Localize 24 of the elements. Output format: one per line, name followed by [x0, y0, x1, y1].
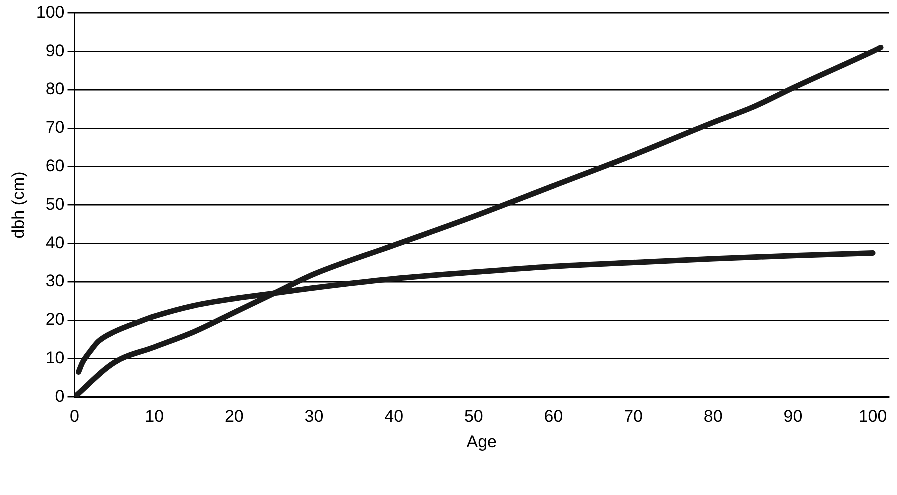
x-axis-title: Age: [466, 432, 498, 452]
y-axis-title: dbh (cm): [8, 172, 28, 239]
x-tick-label: 20: [224, 407, 244, 426]
y-tick-label: 70: [46, 118, 65, 138]
x-tick-label: 0: [70, 407, 80, 426]
y-tick-label: 90: [46, 41, 65, 60]
x-tick-label: 10: [145, 407, 164, 426]
x-tick-label: 50: [464, 407, 484, 426]
y-tick-label: 80: [46, 80, 65, 99]
y-tick-label: 20: [46, 310, 65, 330]
y-tick-label: 30: [46, 272, 65, 291]
x-tick-label: 30: [304, 407, 324, 426]
y-tick-label: 50: [46, 194, 65, 214]
x-tick-label: 90: [784, 407, 803, 426]
x-tick-label: 100: [858, 407, 888, 426]
y-tick-label: 0: [55, 386, 65, 406]
y-tick-label: 100: [36, 2, 65, 22]
y-tick-label: 40: [46, 233, 65, 252]
x-tick-label: 40: [384, 407, 404, 426]
x-tick-label: 60: [544, 407, 564, 426]
x-tick-label: 80: [704, 407, 723, 426]
y-tick-label: 10: [46, 348, 65, 368]
x-tick-label: 70: [624, 407, 644, 426]
y-tick-label: 60: [46, 156, 65, 176]
